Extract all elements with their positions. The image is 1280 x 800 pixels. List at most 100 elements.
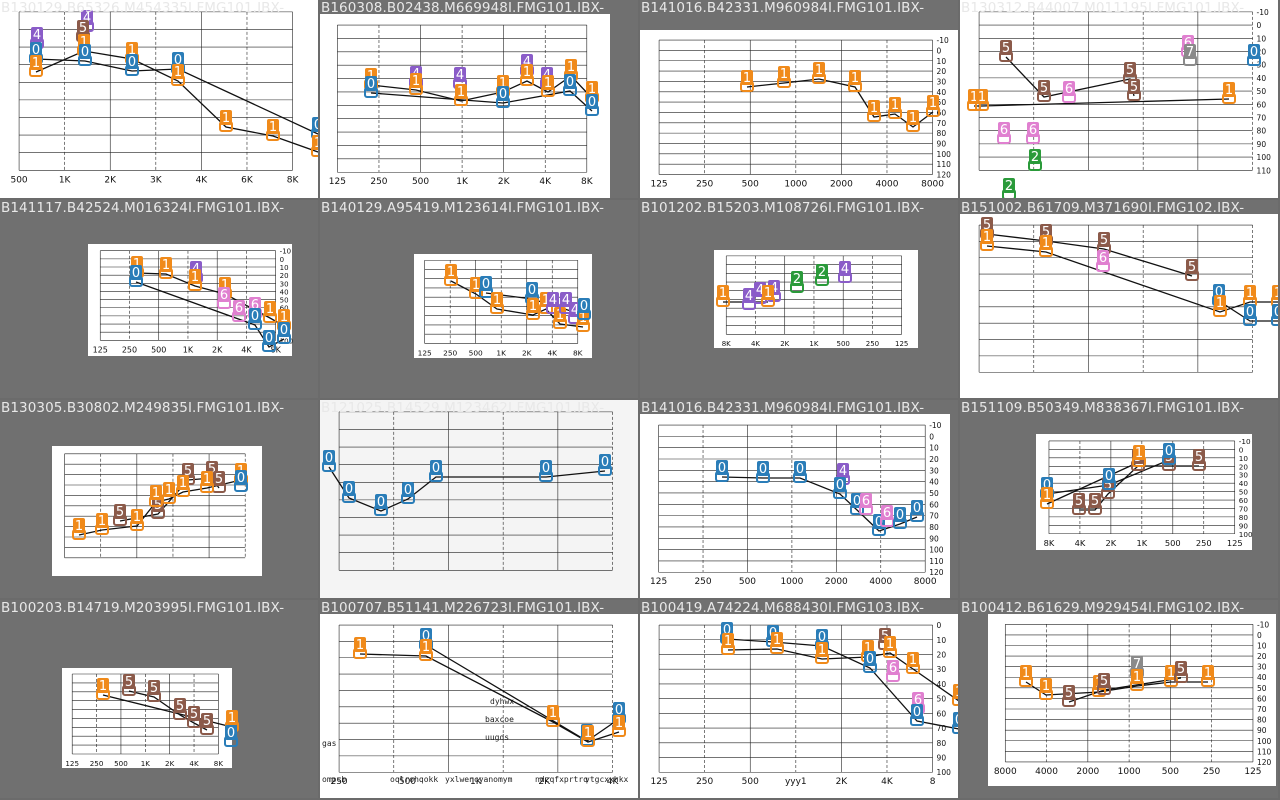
marker-0: 0 [129, 265, 143, 287]
marker-label: 0 [482, 277, 490, 292]
marker-label: 5 [203, 714, 211, 729]
x-tick-label: 2K [165, 759, 175, 768]
x-tick-label: 2K [212, 345, 223, 354]
audiogram-tile: 125 250 500 1K 2K 4K 8K 1 1 0 1 0 1 1 4 1 4 4 1 0 B140129.A9… [320, 200, 638, 398]
marker-badge [884, 636, 896, 651]
marker-badge [586, 81, 598, 96]
x-tick-label: 4K [539, 177, 552, 187]
marker-1: 1 [812, 62, 826, 84]
marker-label: 1 [815, 63, 823, 78]
marker-label: 5 [1104, 478, 1112, 493]
marker-label: 2 [793, 272, 801, 287]
marker-label: 1 [280, 310, 288, 325]
y-tick-label: 70 [929, 512, 939, 521]
marker-label: 5 [1002, 41, 1010, 56]
marker-label: 1 [588, 82, 596, 97]
marker-6: 6 [1062, 81, 1076, 103]
marker-badge [323, 450, 335, 465]
marker-5: 5 [187, 706, 201, 728]
tile-title: B151109.B50349.M838367I.FMG101.IBX- [961, 400, 1245, 416]
marker-badge [762, 285, 774, 300]
marker-1: 1 [716, 285, 730, 307]
marker-badge [778, 66, 790, 81]
marker-2: 2 [1028, 149, 1042, 171]
x-tick-label: 125 [650, 777, 667, 787]
threshold-line [1218, 300, 1278, 322]
marker-0: 0 [539, 460, 553, 482]
marker-badge [249, 308, 261, 323]
x-tick-label: 8000 [914, 577, 937, 587]
marker-badge [1131, 669, 1143, 684]
y-tick-label: 0 [1257, 21, 1262, 30]
marker-badge [470, 277, 482, 292]
marker-badge [201, 471, 213, 486]
chart-paper [320, 614, 638, 798]
marker-label: 0 [723, 623, 731, 638]
marker-badge [816, 642, 828, 657]
x-tick-label: 125 [93, 345, 108, 354]
marker-badge [1214, 295, 1226, 310]
tile-title: B100412.B61629.M929454I.FMG102.IBX- [961, 600, 1245, 616]
marker-1: 1 [171, 64, 185, 86]
marker-label: 1 [152, 486, 160, 501]
x-tick-label: 1K [496, 348, 507, 357]
y-tick-label: 10 [929, 444, 939, 453]
marker-0: 0 [910, 704, 924, 726]
x-tick-label: 500 [742, 777, 759, 787]
marker-label: 0 [367, 77, 375, 92]
y-tick-label: 40 [280, 288, 289, 296]
marker-label: 1 [983, 230, 991, 245]
marker-badge [31, 27, 43, 42]
x-tick-label: 500 [837, 340, 850, 348]
x-tick-label: 4K [189, 759, 199, 768]
marker-label: 6 [914, 693, 922, 708]
x-tick-label: yyy1 [785, 777, 807, 787]
marker-label: 1 [133, 257, 141, 272]
y-tick-label: 0 [280, 256, 284, 264]
marker-label: 1 [422, 640, 430, 655]
marker-1: 1 [490, 292, 504, 314]
y-tick-label: 90 [937, 754, 947, 763]
x-tick-label: 4000 [1035, 767, 1058, 777]
tile-title: B130312.B44007.M011195I.FMG101.IBX- [961, 0, 1245, 16]
x-tick-label: 2K [104, 175, 117, 185]
x-tick-label: 4K [1075, 538, 1086, 548]
marker-label: 5 [1195, 450, 1203, 465]
marker-label: 5 [1042, 225, 1050, 240]
marker-badge [1128, 79, 1140, 94]
marker-badge [981, 229, 993, 244]
marker-badge [839, 261, 851, 276]
marker-2: 2 [790, 271, 804, 293]
x-tick-label: 2K [538, 777, 551, 787]
marker-label: 0 [132, 266, 140, 281]
marker-1: 1 [906, 652, 920, 674]
marker-1: 1 [409, 73, 423, 95]
tile-title: B141117.B42524.M016324I.FMG101.IBX- [1, 200, 285, 216]
scan-text: baxcoe [485, 715, 514, 724]
marker-label: 5 [1100, 233, 1108, 248]
marker-badge [526, 282, 538, 297]
marker-label: 1 [99, 679, 107, 694]
x-tick-label: 250 [696, 179, 713, 189]
marker-1: 1 [95, 513, 109, 535]
marker-badge [123, 674, 135, 689]
marker-badge [97, 678, 109, 693]
marker-badge [912, 692, 924, 707]
marker-label: 6 [220, 288, 228, 303]
x-tick-label: 1K [1136, 538, 1147, 548]
marker-1: 1 [72, 518, 86, 540]
marker-symbol [1271, 315, 1278, 326]
threshold-line [35, 58, 318, 135]
marker-label: 1 [457, 85, 465, 100]
marker-label: 1 [203, 472, 211, 487]
marker-badge [586, 94, 598, 109]
marker-label: 1 [1204, 666, 1212, 681]
y-tick-label: 0 [937, 46, 942, 55]
x-tick-label: 500 [469, 348, 483, 357]
marker-badge [267, 119, 279, 134]
marker-1: 1 [1271, 285, 1278, 307]
marker-label: 1 [780, 67, 788, 82]
y-tick-label: 60 [1257, 100, 1267, 109]
marker-badge [1027, 122, 1039, 137]
y-tick-label: 40 [929, 478, 939, 487]
